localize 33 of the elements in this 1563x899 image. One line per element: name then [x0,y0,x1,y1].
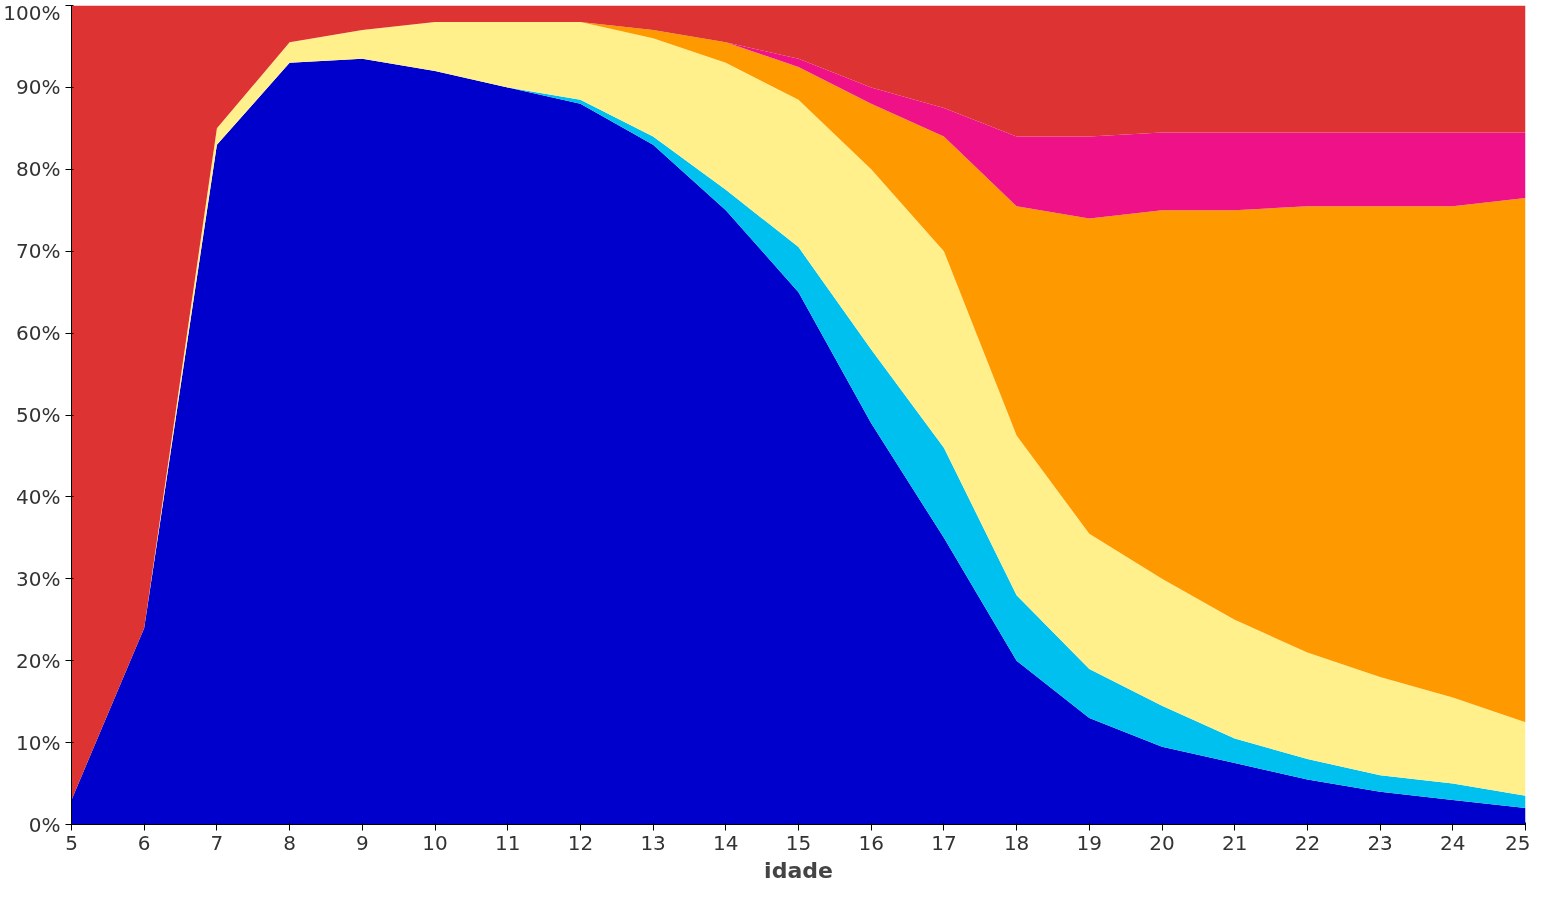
y-tick-label: 0% [28,812,61,837]
x-tick-label: 12 [567,830,594,855]
y-tick-label: 60% [16,321,61,346]
x-tick-label: 20 [1149,830,1175,855]
x-tick-label: 24 [1440,830,1466,855]
y-tick-label: 40% [16,484,61,509]
x-tick-label: 5 [65,830,78,855]
x-tick-label: 13 [640,830,666,855]
y-tick-label: 10% [16,730,61,755]
x-tick-label: 6 [137,830,151,855]
x-tick-label: 14 [713,830,739,855]
y-tick-label: 20% [16,648,61,673]
y-tick-label: 90% [16,75,61,100]
x-tick-label: 25 [1505,830,1531,855]
y-tick-label: 30% [16,566,61,591]
x-tick-label: 9 [355,830,369,855]
x-tick-label: 17 [931,830,957,855]
x-tick-label: 19 [1076,830,1103,855]
x-tick-label: 11 [494,830,521,855]
y-tick-label: 100% [3,0,61,25]
x-tick-label: 10 [422,830,448,855]
x-tick-label: 16 [858,830,884,855]
x-tick-label: 21 [1221,830,1248,855]
x-tick-label: 23 [1367,830,1393,855]
y-tick-label: 80% [16,157,61,182]
x-tick-label: 7 [210,830,224,855]
x-tick-label: 18 [1003,830,1030,855]
y-tick-label: 70% [16,239,61,264]
x-axis-title: idade [764,857,833,883]
y-tick-label: 50% [16,403,61,427]
x-tick-label: 15 [785,830,812,855]
x-tick-label: 22 [1294,830,1321,855]
x-tick-label: 8 [283,830,296,855]
